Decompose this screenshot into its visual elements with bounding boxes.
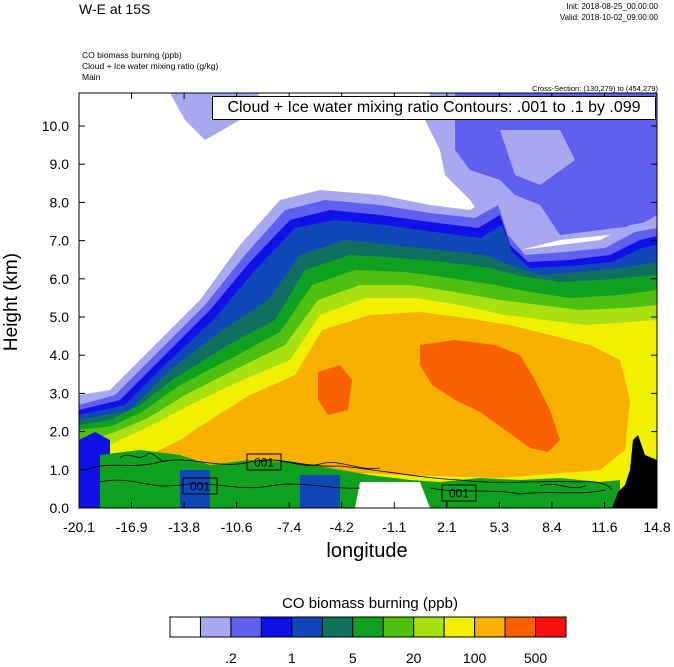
- x-tick-label: -1.1: [382, 519, 406, 535]
- colorbar-swatch: [382, 616, 415, 638]
- y-tick-label: 3.0: [50, 385, 70, 401]
- filled-contours: [79, 93, 657, 508]
- contour-label: 001: [190, 480, 210, 494]
- contour-label-box: [441, 484, 477, 502]
- colorbar-tick-label: 500: [524, 650, 548, 666]
- contour-label-box: [182, 477, 218, 495]
- x-tick-label: 11.6: [591, 519, 617, 535]
- cloud-contours: [84, 453, 613, 495]
- colorbar-tick-label: .2: [225, 650, 237, 666]
- colorbar-swatch: [535, 616, 567, 638]
- y-tick-label: 6.0: [50, 271, 70, 287]
- x-tick-label: 5.3: [490, 519, 510, 535]
- colorbar-swatch: [474, 616, 506, 638]
- contour-labels: 001 001 001: [182, 453, 477, 502]
- contour-label: 001: [449, 487, 469, 501]
- colorbar: .2 1 5 20 100 500: [169, 616, 567, 666]
- field-label-main: Main: [82, 72, 101, 82]
- field-label-co: CO biomass burning (ppb): [82, 50, 182, 60]
- x-tick-label: -4.2: [330, 519, 354, 535]
- plot-border: [78, 92, 658, 509]
- colorbar-swatch: [199, 616, 232, 638]
- colorbar-title: CO biomass burning (ppb): [282, 595, 458, 612]
- y-tick-label: 2.0: [50, 424, 70, 440]
- x-tick-label: -16.9: [116, 519, 148, 535]
- colorbar-swatch: [260, 616, 293, 638]
- terrain: [612, 435, 657, 508]
- colorbar-swatch: [443, 616, 476, 638]
- y-tick-label: 8.0: [50, 194, 70, 210]
- colorbar-swatch: [169, 616, 201, 638]
- y-tick-label: 7.0: [50, 233, 70, 249]
- page-title: W-E at 15S: [79, 1, 151, 17]
- field-label-cloud: Cloud + Ice water mixing ratio (g/kg): [82, 61, 219, 71]
- x-tick-label: 8.4: [542, 519, 562, 535]
- x-tick-label: -20.1: [63, 519, 95, 535]
- contour-label: 001: [254, 456, 274, 470]
- y-tick-label: 10.0: [42, 118, 69, 134]
- colorbar-swatch: [504, 616, 537, 638]
- contour-fill-light: [500, 130, 575, 185]
- cross-section-label: Cross-Section: (130,279) to (454,279): [532, 84, 658, 93]
- colorbar-swatch: [230, 616, 262, 638]
- x-axis: -20.1 -16.9 -13.8 -10.6 -7.4 -4.2 -1.1 2.1 5.3 8.…: [63, 93, 671, 535]
- y-tick-label: 9.0: [50, 156, 70, 172]
- colorbar-tick-label: 1: [288, 650, 296, 666]
- contour-fill-dkorange: [420, 340, 560, 452]
- contour-fill-dkorange: [318, 365, 352, 415]
- colorbar-swatch: [352, 616, 384, 638]
- colorbar-tick-label: 5: [349, 650, 357, 666]
- contour-fill-blue: [300, 475, 340, 508]
- x-axis-label: longitude: [326, 540, 408, 562]
- y-tick-label: 5.0: [50, 309, 70, 325]
- x-tick-label: -13.8: [168, 519, 200, 535]
- y-tick-label: 1.0: [50, 462, 70, 478]
- contour-fill-white: [355, 482, 430, 508]
- x-tick-label: 2.1: [437, 519, 457, 535]
- colorbar-tick-label: 20: [406, 650, 422, 666]
- contour-fill-blue: [180, 470, 210, 508]
- colorbar-swatch: [321, 616, 354, 638]
- y-tick-label: 0.0: [50, 500, 70, 516]
- colorbar-tick-label: 100: [463, 650, 487, 666]
- contour-label-box: [246, 453, 282, 471]
- colorbar-swatch: [291, 616, 323, 638]
- colorbar-swatch: [413, 616, 445, 638]
- x-tick-label: -10.6: [221, 519, 253, 535]
- y-axis: 0.0 1.0 2.0 3.0 4.0 5.0 6.0 7.0 8.0 9.0 10.0: [42, 118, 657, 516]
- valid-time: Valid: 2018-10-02_09:00:00: [559, 13, 658, 22]
- x-tick-label: -7.4: [277, 519, 301, 535]
- init-time: Init: 2018-08-25_00:00:00: [566, 2, 658, 11]
- x-tick-label: 14.8: [643, 519, 670, 535]
- y-axis-label: Height (km): [1, 252, 22, 352]
- contour-info-box: Cloud + Ice water mixing ratio Contours:…: [212, 96, 656, 120]
- y-tick-label: 4.0: [50, 347, 70, 363]
